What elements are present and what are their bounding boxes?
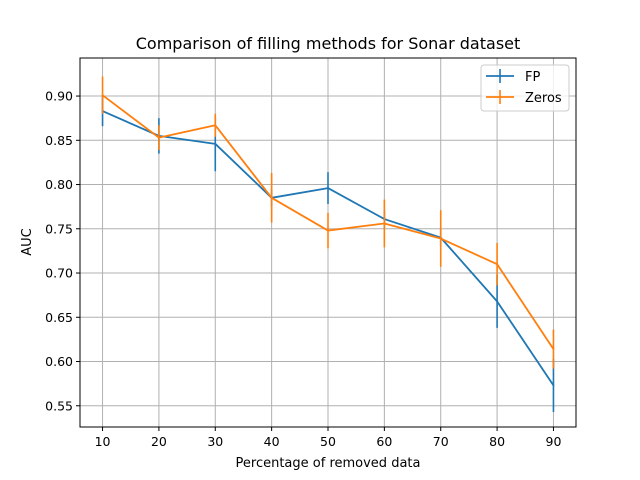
y-tick-label: 0.75 xyxy=(45,221,73,236)
x-tick-label: 80 xyxy=(489,434,505,449)
y-tick-label: 0.65 xyxy=(45,310,73,325)
data-point xyxy=(327,229,329,232)
y-tick-label: 0.85 xyxy=(45,133,73,148)
x-tick-label: 20 xyxy=(151,434,167,449)
x-tick-label: 90 xyxy=(546,434,562,449)
data-point xyxy=(327,187,329,189)
x-tick-label: 70 xyxy=(433,434,449,449)
legend-item-zeros: Zeros xyxy=(486,90,562,106)
legend-items: FP Zeros xyxy=(486,69,562,106)
x-tick-label: 50 xyxy=(320,434,336,449)
x-tick-label: 30 xyxy=(207,434,223,449)
data-point xyxy=(214,142,217,145)
y-axis-label: AUC xyxy=(20,228,35,256)
data-point xyxy=(496,300,498,303)
x-tick-label: 40 xyxy=(264,434,280,449)
data-point xyxy=(101,94,104,97)
x-tick-label: 10 xyxy=(95,434,111,449)
y-tick-label: 0.55 xyxy=(45,398,73,413)
legend-item-fp: FP xyxy=(486,69,540,85)
axis-ticks: 10 20 30 40 50 60 70 80 90 0.55 0.60 0.65 0.70 0.75 0.… xyxy=(45,89,561,449)
x-tick-label: 60 xyxy=(376,434,392,449)
legend: FP Zeros xyxy=(480,64,570,112)
plot-series xyxy=(101,76,555,412)
chart-title: Comparison of filling methods for Sonar … xyxy=(136,34,521,53)
data-point xyxy=(439,237,442,240)
x-axis-label: Percentage of removed data xyxy=(236,456,421,471)
y-tick-label: 0.70 xyxy=(45,266,73,281)
data-point xyxy=(158,136,160,139)
legend-label: FP xyxy=(525,70,540,85)
legend-label: Zeros xyxy=(525,91,562,106)
data-point xyxy=(383,222,386,225)
y-tick-label: 0.90 xyxy=(45,89,73,104)
y-tick-label: 0.80 xyxy=(45,177,73,192)
data-point xyxy=(496,263,498,266)
data-point xyxy=(552,348,555,351)
data-point xyxy=(270,196,273,199)
y-tick-label: 0.60 xyxy=(45,354,73,369)
series-zeros xyxy=(101,76,555,369)
data-point xyxy=(552,384,555,387)
data-point xyxy=(214,124,217,127)
